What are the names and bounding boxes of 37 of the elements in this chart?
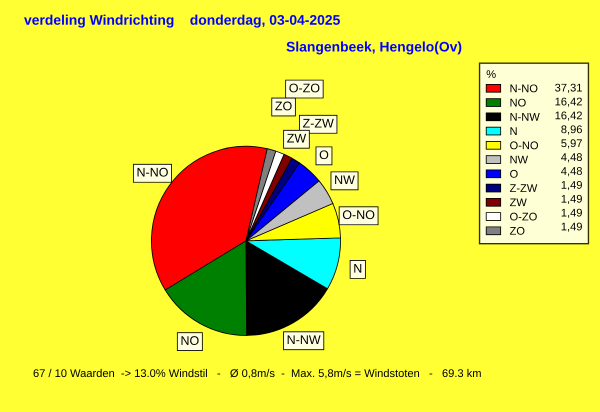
legend-label: NW [510, 156, 528, 164]
slice-label: NO [182, 336, 199, 345]
legend-label: N-NW [510, 113, 540, 121]
data-label: 37,31 [555, 84, 582, 93]
data-label: 16,42 [555, 98, 582, 107]
slice-label: N-NO [138, 168, 168, 177]
legend-label: N-NO [510, 84, 538, 92]
legend-label: N [510, 127, 517, 135]
legend-label: O [510, 170, 518, 178]
data-label: 1,49 [562, 222, 582, 232]
legend-label: NO [510, 98, 526, 107]
slice-label: ZW [287, 134, 306, 142]
data-label: 5,97 [561, 139, 582, 148]
data-label: 1,49 [562, 194, 582, 204]
legend-label: O-ZO [510, 212, 537, 221]
slice-label: N [354, 264, 362, 273]
slice-label: NW [335, 175, 355, 184]
slice-label: O [320, 150, 328, 160]
legend-title: % [486, 70, 496, 78]
data-label: 4,48 [561, 167, 582, 176]
data-label: 1,49 [562, 180, 582, 190]
text: 67 / 10 Waarden -> 13.0% Windstil - Ø 0,8m/s - Max. 5,8m/s = Windstoten - 69.3 km [34, 368, 481, 378]
data-label: 1,49 [562, 208, 582, 218]
slice-label: N-NW [288, 335, 321, 344]
legend-label: Z-ZW [510, 184, 538, 192]
legend-label: O-NO [510, 141, 538, 150]
chart-title: verdeling Windrichting donderdag, 03-04-2025 [24, 14, 340, 28]
data-label: 4,48 [561, 153, 582, 162]
data-label: 8,96 [561, 125, 582, 135]
data-label: 16,42 [555, 112, 582, 121]
slice-label: O-NO [342, 210, 374, 220]
chart-subtitle: Slangenbeek, Hengelo(Ov) [286, 41, 462, 54]
slice-label: Z-ZW [302, 118, 334, 128]
legend-label: ZW [510, 198, 527, 206]
slice-label: ZO [275, 102, 292, 110]
legend-label: ZO [510, 226, 524, 235]
category-label: O-ZO [289, 84, 320, 92]
